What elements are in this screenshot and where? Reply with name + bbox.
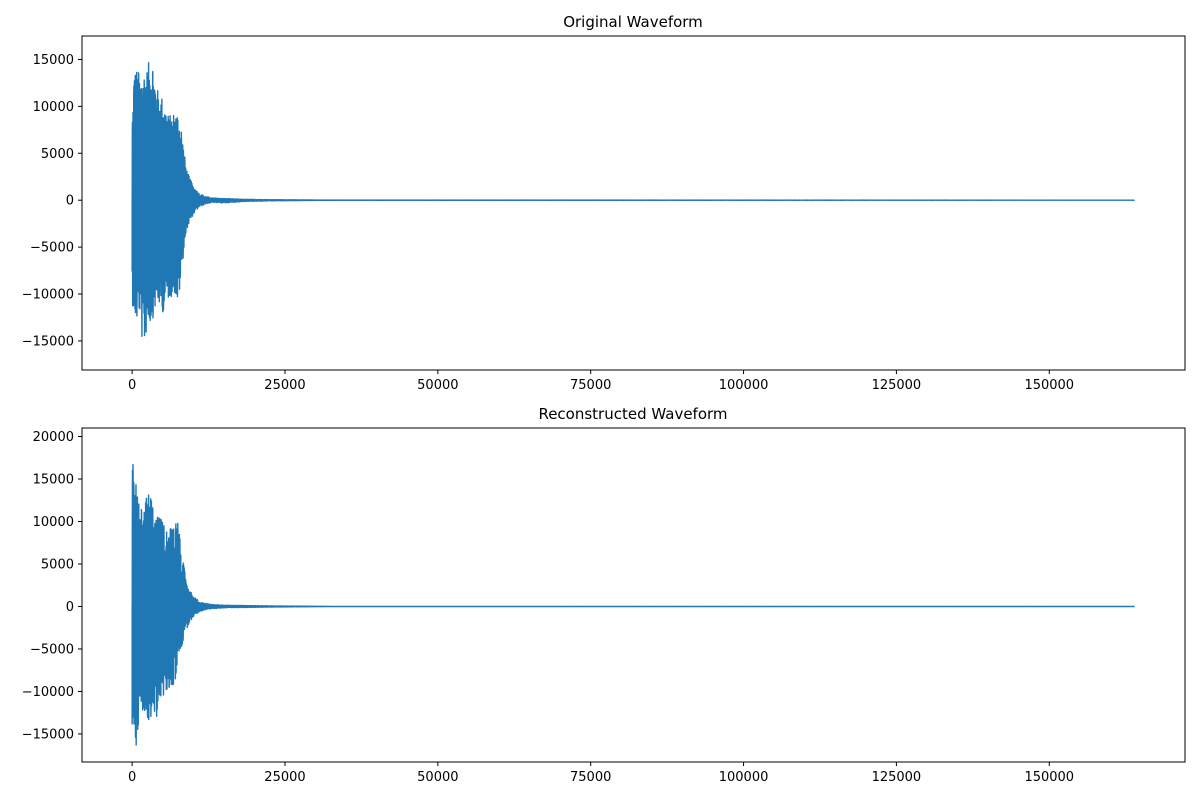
x-tick-label: 100000	[719, 770, 769, 785]
y-tick-label: −15000	[22, 334, 74, 349]
chart-title: Original Waveform	[563, 13, 703, 31]
y-tick-label: −5000	[30, 241, 74, 256]
x-tick-label: 50000	[417, 770, 458, 785]
y-tick-label: 15000	[33, 53, 74, 68]
y-tick-label: 20000	[33, 430, 74, 445]
chart-title: Reconstructed Waveform	[538, 405, 727, 423]
y-tick-label: 10000	[33, 515, 74, 530]
bottom-chart-panel: Reconstructed Waveform 0 25000 50000 75000 1…	[22, 405, 1186, 785]
x-tick-label: 125000	[872, 378, 922, 393]
y-tick-label: −10000	[22, 288, 74, 303]
y-tick-label: 10000	[33, 100, 74, 115]
axes-frame	[81, 427, 1186, 763]
waveform-series-line	[131, 61, 1136, 338]
plot-area	[82, 428, 1185, 762]
x-tick-label: 125000	[872, 770, 922, 785]
x-tick-label: 150000	[1024, 770, 1074, 785]
x-tick-label: 100000	[719, 378, 769, 393]
x-tick-label: 0	[128, 378, 136, 393]
x-tick-label: 150000	[1024, 378, 1074, 393]
y-tick-label: 15000	[33, 472, 74, 487]
y-tick-label: 5000	[41, 557, 74, 572]
x-tick-label: 75000	[570, 378, 611, 393]
x-tick-label: 50000	[417, 378, 458, 393]
y-tick-label: −10000	[22, 685, 74, 700]
x-tick-label: 25000	[264, 770, 305, 785]
waveform-series-line	[131, 463, 1136, 746]
y-tick-label: 0	[66, 600, 74, 615]
y-tick-label: 0	[66, 194, 74, 209]
x-tick-label: 25000	[264, 378, 305, 393]
y-tick-label: 5000	[41, 147, 74, 162]
y-tick-label: −15000	[22, 727, 74, 742]
top-chart-panel: Original Waveform 0 25000 50000 75000 100000…	[22, 13, 1186, 393]
x-tick-label: 75000	[570, 770, 611, 785]
y-tick-label: −5000	[30, 642, 74, 657]
x-tick-label: 0	[128, 770, 136, 785]
plot-area	[82, 36, 1185, 370]
axes-frame	[81, 35, 1186, 371]
